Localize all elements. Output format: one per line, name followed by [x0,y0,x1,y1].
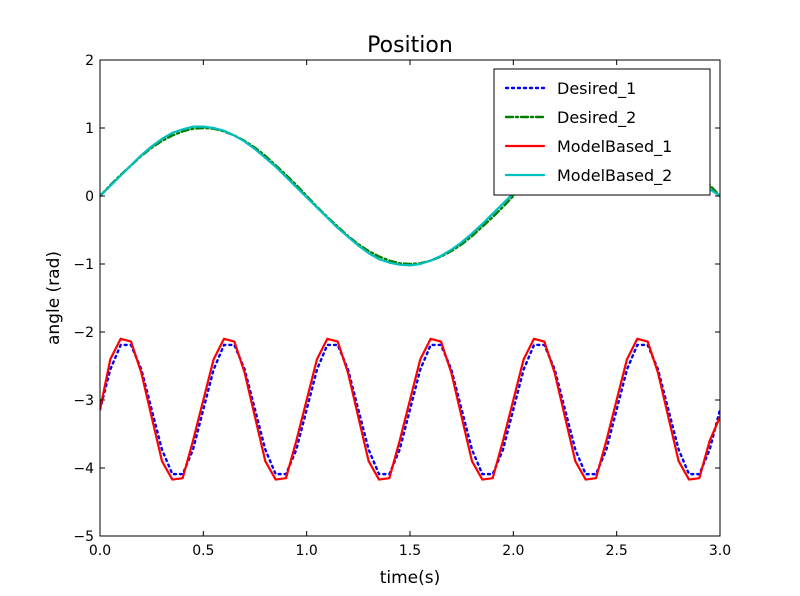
legend-label: Desired_2 [557,108,636,128]
y-tick-label: 2 [85,53,94,69]
axis-ticks: 0.0 0.5 1.0 1.5 2.0 2.5 3.0 2 1 0 −1 −2 −3 −4 −5 [73,53,731,559]
x-tick-label: 1.5 [399,543,421,559]
x-tick-label: 0.5 [192,543,214,559]
legend-label: ModelBased_2 [557,166,672,186]
y-tick-label: −1 [73,257,94,273]
legend: Desired_1 Desired_2 ModelBased_1 ModelBased… [493,68,711,196]
x-tick-label: 1.0 [296,543,318,559]
x-axis-label: time(s) [380,568,441,588]
x-tick-label: 0.0 [89,543,111,559]
y-tick-label: −5 [73,529,94,545]
x-tick-label: 2.0 [502,543,524,559]
series-line-modelbased-1 [100,337,720,481]
y-axis-label: angle (rad) [44,251,64,345]
y-tick-label: 1 [85,121,94,137]
y-tick-label: −4 [73,461,94,477]
y-tick-label: −3 [73,393,94,409]
x-tick-label: 3.0 [709,543,731,559]
plot-frame [99,59,721,537]
y-tick-label: −2 [73,325,94,341]
legend-label: Desired_1 [557,79,636,99]
x-tick-label: 2.5 [606,543,628,559]
y-tick-label: 0 [85,189,94,205]
chart-title: Position [367,33,453,58]
series-line-desired-1 [100,343,720,476]
legend-label: ModelBased_1 [557,137,672,157]
